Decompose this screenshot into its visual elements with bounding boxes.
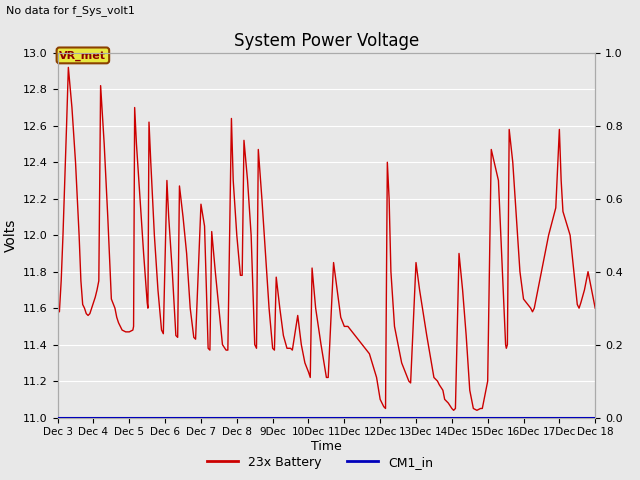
Text: No data for f_Sys_volt1: No data for f_Sys_volt1 — [6, 5, 135, 16]
Legend: 23x Battery, CM1_in: 23x Battery, CM1_in — [202, 451, 438, 474]
Text: VR_met: VR_met — [60, 50, 106, 60]
X-axis label: Time: Time — [311, 440, 342, 453]
Y-axis label: Volts: Volts — [3, 218, 17, 252]
Title: System Power Voltage: System Power Voltage — [234, 32, 419, 50]
